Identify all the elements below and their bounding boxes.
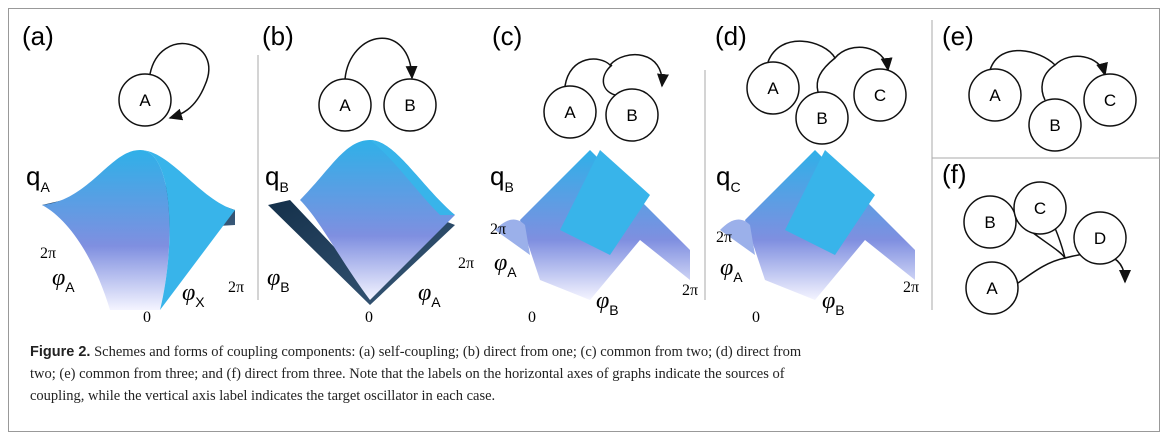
node-label: B: [984, 213, 995, 232]
axis-subscript: X: [195, 294, 205, 310]
axis-symbol: q: [716, 161, 730, 191]
node: [795, 91, 849, 145]
tick-label: 0: [143, 309, 151, 326]
axis-label: φA: [720, 255, 743, 285]
panel-label: (f): [942, 159, 967, 189]
node: [1013, 181, 1067, 235]
node-label: A: [986, 279, 998, 298]
node: [968, 68, 1022, 122]
axis-subscript: B: [504, 179, 513, 195]
node: [965, 261, 1019, 315]
node-label: B: [404, 96, 415, 115]
panel-label: (b): [262, 21, 294, 51]
axis-label: qC: [716, 161, 741, 195]
node: [383, 78, 437, 132]
axis-subscript: B: [280, 279, 289, 295]
tick-label: 2π: [716, 229, 732, 246]
node-label: B: [1049, 116, 1060, 135]
node: [1073, 211, 1127, 265]
axis-subscript: A: [733, 269, 743, 285]
tick-label: 2π: [490, 221, 506, 238]
axis-label: φX: [182, 280, 205, 310]
axis-label: qB: [490, 161, 514, 195]
axis-label: φB: [267, 265, 290, 295]
node: [746, 61, 800, 115]
node: [318, 78, 372, 132]
axis-subscript: A: [65, 279, 75, 295]
axis-symbol: φ: [822, 288, 835, 314]
node: [543, 85, 597, 139]
axis-label: qA: [26, 161, 50, 195]
surfaces: [42, 140, 915, 310]
axis-label: φA: [52, 265, 75, 295]
node-label: D: [1094, 229, 1106, 248]
dividers: [257, 20, 1160, 310]
axis-symbol: φ: [418, 280, 431, 306]
axis-label: φB: [596, 288, 619, 318]
axis-label: φA: [494, 250, 517, 280]
axis-symbol: φ: [720, 255, 733, 281]
axis-label: φA: [418, 280, 441, 310]
axis-label: φB: [822, 288, 845, 318]
frame: [8, 8, 1160, 432]
axis-symbol: φ: [267, 265, 280, 291]
axis-subscript: B: [279, 179, 288, 195]
tick-label: 2π: [903, 279, 919, 296]
axis-symbol: φ: [596, 288, 609, 314]
axis-subscript: B: [609, 302, 618, 318]
caption-line: coupling, while the vertical axis label …: [30, 388, 495, 404]
node-label: A: [767, 79, 779, 98]
axis-subscript: C: [730, 179, 740, 195]
node-label: C: [1104, 91, 1116, 110]
axis-symbol: q: [26, 161, 40, 191]
tick-label: 2π: [682, 282, 698, 299]
axis-subscript: A: [507, 264, 517, 280]
node-label: B: [816, 109, 827, 128]
tick-label: 0: [752, 309, 760, 326]
node: [118, 73, 172, 127]
node-label: A: [564, 103, 576, 122]
node: [1083, 73, 1137, 127]
caption-label: Figure 2.: [30, 344, 90, 360]
caption-line: Schemes and forms of coupling components…: [90, 344, 801, 360]
node: [1028, 98, 1082, 152]
node-label: A: [989, 86, 1001, 105]
axis-subscript: B: [835, 302, 844, 318]
node-label: B: [626, 106, 637, 125]
caption: Figure 2. Schemes and forms of coupling …: [30, 344, 802, 404]
axis-subscript: A: [431, 294, 441, 310]
panel-label: (e): [942, 21, 974, 51]
panel-label: (a): [22, 21, 54, 51]
node: [963, 195, 1017, 249]
node-label: C: [1034, 199, 1046, 218]
axis-symbol: φ: [182, 280, 195, 306]
axis-label: qB: [265, 161, 289, 195]
caption-line: two; (e) common from three; and (f) dire…: [30, 366, 785, 382]
node-label: C: [874, 86, 886, 105]
axis-symbol: q: [265, 161, 279, 191]
node-label: A: [339, 96, 351, 115]
panel-label: (c): [492, 21, 522, 51]
axis-symbol: q: [490, 161, 504, 191]
axis-symbol: φ: [494, 250, 507, 276]
panel-label: (d): [715, 21, 747, 51]
tick-label: 0: [528, 309, 536, 326]
tick-label: 2π: [40, 245, 56, 262]
node: [853, 68, 907, 122]
node-label: A: [139, 91, 151, 110]
tick-label: 2π: [458, 255, 474, 272]
axis-subscript: A: [40, 179, 50, 195]
tick-label: 2π: [228, 279, 244, 296]
tick-label: 0: [365, 309, 373, 326]
node: [605, 88, 659, 142]
axis-symbol: φ: [52, 265, 65, 291]
